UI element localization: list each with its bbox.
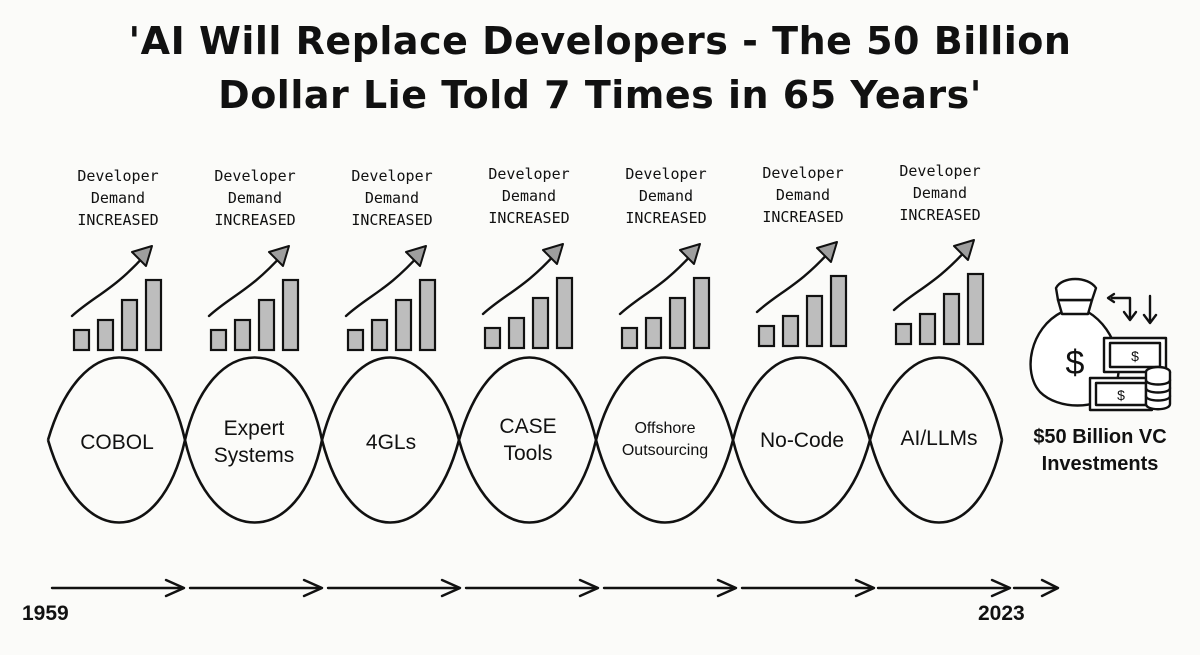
svg-text:$: $	[1066, 344, 1085, 382]
demand-label-line: INCREASED	[762, 208, 844, 226]
era-label-line: Systems	[213, 444, 295, 467]
era-label-line: COBOL	[80, 430, 154, 454]
start-year: 1959	[22, 602, 69, 625]
demand-label-line: Demand	[227, 189, 283, 207]
vc-investment-line: Investments	[1041, 453, 1159, 475]
svg-text:$: $	[1131, 348, 1139, 364]
end-year: 2023	[978, 602, 1025, 625]
era-loop-chain	[46, 356, 1004, 524]
diagram-title: 'AI Will Replace Developers - The 50 Bil…	[0, 14, 1200, 122]
growth-chart-icon	[618, 242, 711, 350]
timeline-arrow	[876, 578, 1012, 598]
era-label-cobol: COBOL	[52, 415, 182, 469]
demand-label-line: Developer	[762, 164, 844, 182]
vc-investment-line: $50 Billion VC	[1033, 426, 1167, 448]
growth-chart-icon	[344, 244, 437, 352]
title-line-2: Dollar Lie Told 7 Times in 65 Years'	[218, 73, 982, 117]
timeline-arrow-end	[1012, 578, 1060, 598]
growth-chart-icon	[70, 244, 163, 352]
demand-label-line: INCREASED	[351, 211, 433, 229]
growth-chart-icon	[207, 244, 300, 352]
growth-chart-icon	[892, 238, 985, 346]
title-line-1: 'AI Will Replace Developers - The 50 Bil…	[128, 19, 1072, 63]
timeline-arrow	[188, 578, 324, 598]
era-label-expert-systems: Expert Systems	[189, 415, 319, 469]
demand-label-line: INCREASED	[625, 209, 707, 227]
era-label-line: No-Code	[759, 428, 845, 452]
demand-label-line: Developer	[488, 165, 570, 183]
timeline-arrow	[464, 578, 600, 598]
demand-label: Developer Demand INCREASED	[58, 165, 178, 231]
demand-label-line: INCREASED	[77, 211, 159, 229]
era-label-line: Expert	[223, 417, 285, 440]
era-label-line: Outsourcing	[621, 442, 709, 459]
growth-chart-icon	[755, 240, 848, 348]
timeline-arrow	[740, 578, 876, 598]
timeline-arrow	[602, 578, 738, 598]
svg-text:$: $	[1117, 387, 1125, 403]
demand-label-line: Developer	[899, 162, 981, 180]
demand-label-line: Demand	[912, 184, 968, 202]
demand-label-line: Developer	[77, 167, 159, 185]
demand-label-line: Demand	[364, 189, 420, 207]
era-label-ai-llms: AI/LLMs	[874, 411, 1004, 465]
money-bag-icon: $ $ $	[1029, 277, 1172, 412]
demand-label: Developer Demand INCREASED	[606, 163, 726, 229]
vc-investment-label: $50 Billion VC Investments	[1010, 424, 1190, 478]
demand-label: Developer Demand INCREASED	[195, 165, 315, 231]
demand-label-line: INCREASED	[899, 206, 981, 224]
demand-label-line: Developer	[351, 167, 433, 185]
demand-label-line: Developer	[214, 167, 296, 185]
demand-label: Developer Demand INCREASED	[880, 160, 1000, 226]
demand-label-line: INCREASED	[214, 211, 296, 229]
era-label-line: Tools	[503, 442, 553, 465]
demand-label-line: Demand	[90, 189, 146, 207]
era-label-line: CASE	[499, 415, 557, 438]
demand-label: Developer Demand INCREASED	[743, 162, 863, 228]
era-label-no-code: No-Code	[737, 413, 867, 467]
growth-chart-icon	[481, 242, 574, 350]
timeline-arrow	[50, 578, 186, 598]
era-label-case-tools: CASE Tools	[463, 413, 593, 467]
era-label-offshore-outsourcing: Offshore Outsourcing	[600, 413, 730, 467]
demand-label: Developer Demand INCREASED	[332, 165, 452, 231]
era-label-4gls: 4GLs	[326, 415, 456, 469]
timeline-arrow	[326, 578, 462, 598]
era-label-line: Offshore	[634, 420, 696, 437]
demand-label-line: Demand	[775, 186, 831, 204]
era-label-line: 4GLs	[365, 430, 417, 454]
demand-label: Developer Demand INCREASED	[469, 163, 589, 229]
era-label-line: AI/LLMs	[900, 426, 978, 450]
demand-label-line: Demand	[638, 187, 694, 205]
demand-label-line: INCREASED	[488, 209, 570, 227]
demand-label-line: Developer	[625, 165, 707, 183]
demand-label-line: Demand	[501, 187, 557, 205]
